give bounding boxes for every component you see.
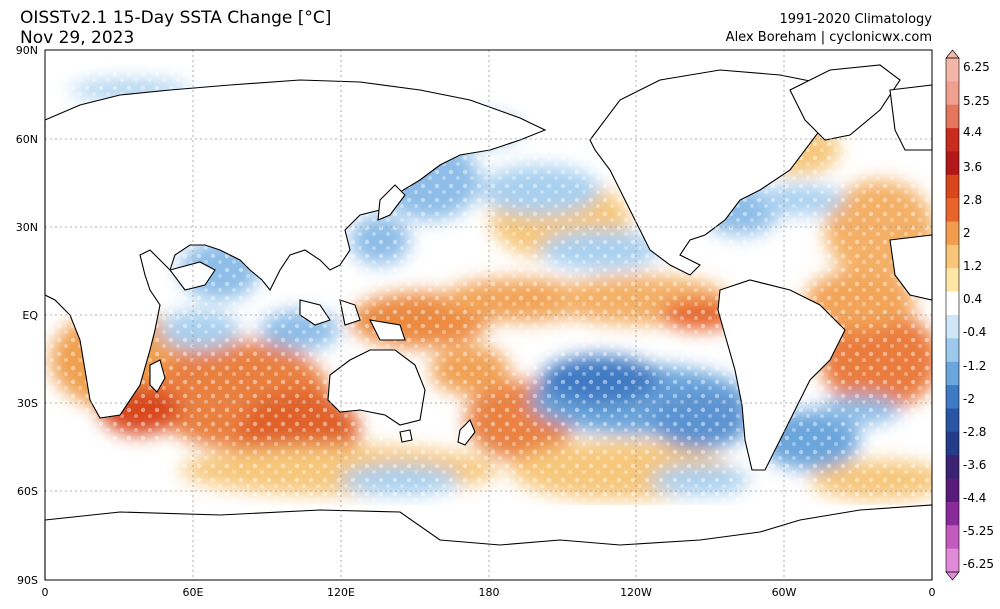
- colorbar-segment: [946, 501, 959, 526]
- lat-label: 60N: [16, 133, 38, 146]
- colorbar-segment: [946, 431, 959, 456]
- colorbar-label: 5.25: [963, 94, 990, 108]
- continents: [44, 64, 933, 581]
- colorbar-segment: [946, 291, 959, 316]
- colorbar-segment: [946, 548, 959, 573]
- colorbar-label: 2: [963, 226, 971, 240]
- colorbar-label: -2.8: [963, 425, 986, 439]
- colorbar-segment: [946, 104, 959, 129]
- colorbar-segment: [946, 221, 959, 246]
- colorbar-segment: [946, 478, 959, 503]
- colorbar-label: 4.4: [963, 125, 982, 139]
- colorbar-label: 1.2: [963, 259, 982, 273]
- lon-label: 0: [929, 586, 936, 599]
- colorbar-segment: [946, 385, 959, 409]
- lon-label: 60E: [183, 586, 204, 599]
- colorbar-label: -4.4: [963, 491, 986, 505]
- colorbar: [945, 49, 960, 581]
- colorbar-frame: [945, 57, 960, 573]
- colorbar-label: 3.6: [963, 160, 982, 174]
- climatology-label: 1991-2020 Climatology: [779, 12, 932, 27]
- colorbar-min-arrow: [945, 571, 960, 581]
- title-date: Nov 29, 2023: [20, 28, 135, 48]
- colorbar-segment: [946, 315, 959, 339]
- credit-block: 1991-2020 Climatology Alex Boreham | cyc…: [726, 11, 932, 47]
- lat-label: 60S: [17, 485, 38, 498]
- colorbar-segment: [946, 128, 959, 152]
- longitude-labels: 0 60E 120E 180 120W 60W 0: [42, 586, 936, 599]
- lon-label: 180: [479, 586, 500, 599]
- colorbar-label: -6.25: [963, 557, 994, 571]
- lat-label: 90S: [17, 574, 38, 587]
- lon-label: 120W: [620, 586, 652, 599]
- map-title: OISSTv2.1 15-Day SSTA Change [°C] Nov 29…: [20, 8, 331, 48]
- colorbar-label: -0.4: [963, 325, 986, 339]
- lat-label: 90N: [16, 44, 38, 57]
- lat-label: 30N: [16, 221, 38, 234]
- title-line-1: OISSTv2.1 15-Day SSTA Change [°C]: [20, 8, 332, 28]
- colorbar-segment: [946, 81, 959, 106]
- colorbar-segment: [946, 525, 959, 550]
- colorbar-segment: [946, 198, 959, 223]
- lon-label: 120E: [327, 586, 355, 599]
- colorbar-labels: 6.25 5.25 4.4 3.6 2.8 2 1.2 0.4 -0.4 -1.…: [963, 60, 994, 571]
- colorbar-segment: [946, 244, 959, 269]
- latitude-labels: 90N 60N 30N EQ 30S 60S 90S: [16, 44, 39, 587]
- colorbar-segment: [946, 455, 959, 480]
- lon-label: 60W: [772, 586, 797, 599]
- colorbar-max-arrow: [945, 49, 960, 59]
- colorbar-segment: [946, 361, 959, 386]
- colorbar-label: 2.8: [963, 193, 982, 207]
- colorbar-segment: [946, 58, 959, 82]
- colorbar-label: 6.25: [963, 60, 990, 74]
- colorbar-label: -1.2: [963, 359, 986, 373]
- plot-frame: [44, 49, 933, 581]
- lat-label: 30S: [17, 397, 38, 410]
- colorbar-label: 0.4: [963, 292, 982, 306]
- lon-label: 0: [42, 586, 49, 599]
- author-credit: Alex Boreham | cyclonicwx.com: [725, 30, 932, 45]
- graticule: [45, 50, 932, 580]
- colorbar-label: -3.6: [963, 458, 986, 472]
- colorbar-segment: [946, 174, 959, 199]
- colorbar-label: -5.25: [963, 524, 994, 538]
- colorbar-segment: [946, 268, 959, 293]
- lat-label: EQ: [22, 309, 38, 322]
- colorbar-segment: [946, 408, 959, 433]
- colorbar-label: -2: [963, 392, 975, 406]
- colorbar-segment: [946, 338, 959, 363]
- colorbar-segment: [946, 151, 959, 176]
